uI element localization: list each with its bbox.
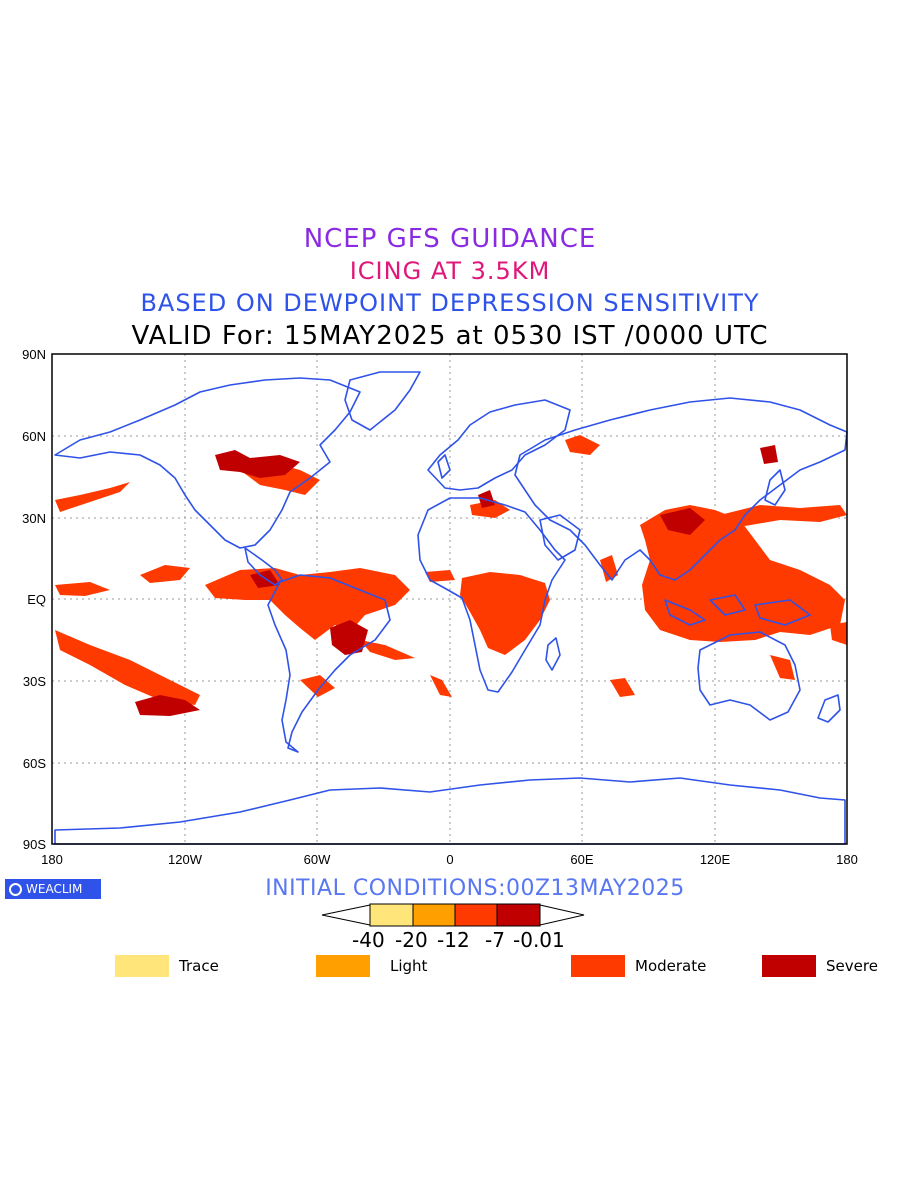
legend-swatch — [571, 955, 625, 977]
legend-swatch — [115, 955, 169, 977]
colorbar-tick: -20 — [395, 928, 428, 952]
colorbar-left-arrow — [321, 904, 371, 926]
lat-label: 30S — [23, 674, 46, 689]
weaclim-logo: WEACLIM — [5, 879, 101, 899]
lat-axis-labels: 90N 60N 30N EQ 30S 60S 90S — [22, 347, 46, 852]
legend-item-trace: Trace — [115, 955, 219, 977]
lat-label: 90S — [23, 837, 46, 852]
title-line-2: ICING AT 3.5KM — [349, 257, 551, 285]
lat-label: EQ — [27, 592, 46, 607]
initial-conditions: INITIAL CONDITIONS:00Z13MAY2025 — [265, 876, 685, 901]
colorbar-tick: -0.01 — [513, 928, 565, 952]
lon-label: 60E — [570, 852, 593, 867]
world-icing-map: 90N 60N 30N EQ 30S 60S 90S 180 120W 60W … — [22, 347, 858, 867]
legend-label: Severe — [826, 957, 878, 975]
colorbar-light — [412, 903, 456, 927]
lon-label: 60W — [304, 852, 331, 867]
legend-item-severe: Severe — [762, 955, 878, 977]
legend-item-light: Light — [316, 955, 427, 977]
colorbar-trace — [369, 903, 414, 927]
lat-label: 60N — [22, 429, 46, 444]
valid-time-title: VALID For: 15MAY2025 at 0530 IST /0000 U… — [131, 321, 769, 351]
lon-label: 120E — [700, 852, 731, 867]
lat-label: 60S — [23, 756, 46, 771]
legend-swatch — [316, 955, 370, 977]
map-frame — [51, 353, 848, 845]
icing-severe-areas — [135, 445, 778, 716]
colorbar-tick: -12 — [437, 928, 470, 952]
colorbar-tick: -7 — [485, 928, 505, 952]
legend-item-moderate: Moderate — [571, 955, 706, 977]
lat-label: 90N — [22, 347, 46, 362]
legend-swatch — [762, 955, 816, 977]
weaclim-circle-icon — [9, 882, 22, 896]
colorbar-right-arrow — [539, 904, 585, 926]
colorbar-tick: -40 — [352, 928, 385, 952]
title-line-3: BASED ON DEWPOINT DEPRESSION SENSITIVITY — [140, 289, 760, 317]
legend-label: Moderate — [635, 957, 707, 975]
lon-axis-labels: 180 120W 60W 0 60E 120E 180 — [41, 852, 858, 867]
lon-label: 120W — [168, 852, 203, 867]
lat-label: 30N — [22, 511, 46, 526]
legend-label: Trace — [179, 957, 219, 975]
coastlines — [54, 371, 848, 845]
grid-lines — [52, 354, 847, 844]
icing-moderate-areas — [55, 435, 847, 705]
colorbar-severe — [496, 903, 541, 927]
legend-label: Light — [390, 957, 428, 975]
colorbar-moderate — [454, 903, 498, 927]
colorbar — [321, 903, 585, 927]
lon-label: 180 — [41, 852, 63, 867]
lon-label: 180 — [836, 852, 858, 867]
lon-label: 0 — [446, 852, 453, 867]
title-line-1: NCEP GFS GUIDANCE — [303, 224, 597, 254]
brand-name: WEACLIM — [26, 882, 83, 896]
